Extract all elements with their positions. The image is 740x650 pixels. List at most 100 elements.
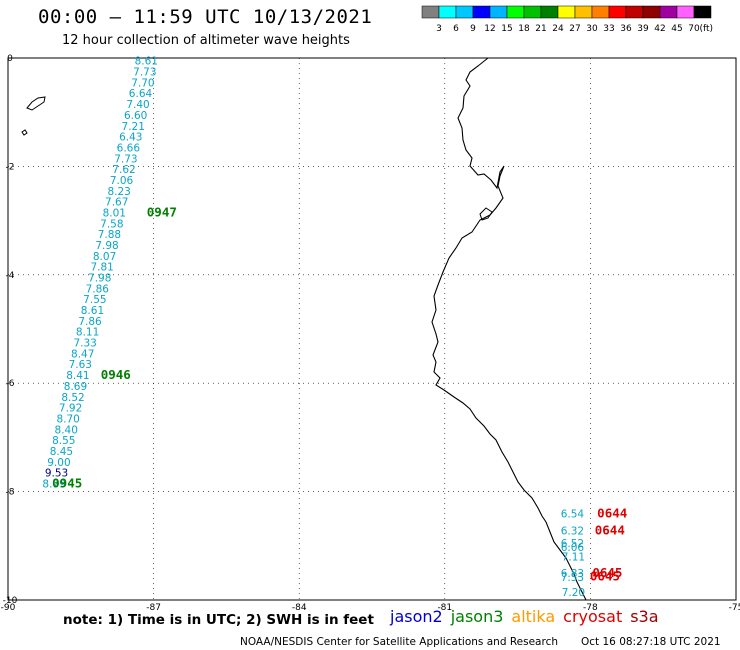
coastline bbox=[431, 57, 587, 601]
wave-height-label: 7.98 bbox=[88, 273, 111, 285]
latitude-tick-label: -6 bbox=[6, 379, 15, 389]
wave-height-label: 7.06 bbox=[110, 175, 134, 187]
wave-height-label: 8.70 bbox=[56, 413, 79, 425]
wave-height-label: 8.41 bbox=[66, 370, 89, 382]
footnote: note: 1) Time is in UTC; 2) SWH is in fe… bbox=[63, 612, 374, 628]
latitude-tick-label: -10 bbox=[3, 596, 18, 606]
wave-height-label: 9.53 bbox=[45, 468, 68, 480]
wave-height-label: 9.00 bbox=[47, 457, 70, 469]
wave-height-label: 8.45 bbox=[50, 446, 73, 458]
colorbar-tick-label: 42 bbox=[654, 24, 665, 34]
wave-height-label: 8.52 bbox=[61, 392, 84, 404]
wave-height-label: 8.47 bbox=[71, 348, 94, 360]
legend-altika: altika bbox=[511, 607, 556, 626]
wave-height-label: 7.11 bbox=[562, 552, 585, 564]
wave-height-label: 6.52 bbox=[561, 538, 584, 550]
page-subtitle: 12 hour collection of altimeter wave hei… bbox=[62, 33, 350, 48]
legend-jason2: jason2 bbox=[390, 607, 443, 626]
altimeter-tracks: 8.617.737.706.647.406.607.216.436.667.73… bbox=[42, 56, 627, 599]
longitude-tick-label: -87 bbox=[146, 603, 161, 613]
wave-height-label: 8.07 bbox=[93, 251, 116, 263]
colorbar-swatch bbox=[693, 5, 712, 19]
wave-height-label: 8.61 bbox=[135, 56, 158, 68]
longitude-tick-label: -75 bbox=[729, 603, 740, 613]
colorbar-tick-label: 12 bbox=[484, 24, 495, 34]
wave-height-label: 7.40 bbox=[126, 99, 149, 111]
wave-height-label: 8.23 bbox=[107, 186, 130, 198]
wave-height-label: 8.69 bbox=[64, 381, 87, 393]
colorbar-tick-label: 70 bbox=[688, 24, 700, 34]
color-scale-legend: 3 6 9 12 15 18 21 24 27 30 33 36 39 42 45 70 (ft) bbox=[421, 5, 713, 34]
credit-line: NOAA/NESDIS Center for Satellite Applica… bbox=[240, 636, 558, 648]
wave-height-label: 7.98 bbox=[95, 240, 118, 252]
page-title: 00:00 – 11:59 UTC 10/13/2021 bbox=[38, 6, 373, 28]
wave-height-label: 7.53 bbox=[561, 572, 584, 584]
axis-labels: -90 -87 -84 -81 -78 -75 0 -2 -4 -6 -8 -10 bbox=[1, 54, 740, 613]
colorbar-tick-label: 24 bbox=[552, 24, 564, 34]
latitude-tick-label: -4 bbox=[6, 271, 15, 281]
legend-s3a: s3a bbox=[630, 607, 659, 626]
wave-height-label: 7.67 bbox=[105, 197, 128, 209]
pass-time-label: 0644 bbox=[595, 523, 625, 538]
wave-height-label: 7.20 bbox=[562, 587, 585, 599]
pass-time-label: 0946 bbox=[101, 367, 131, 382]
pass-time-label: 0947 bbox=[147, 204, 177, 219]
wave-height-label: 6.60 bbox=[124, 110, 147, 122]
longitude-tick-label: -81 bbox=[437, 603, 452, 613]
colorbar-tick-label: 18 bbox=[518, 24, 530, 34]
mission-legend: jason2 jason3 altika cryosat s3a bbox=[390, 607, 667, 626]
gulf-island bbox=[479, 207, 493, 221]
colorbar-tick-label: 36 bbox=[620, 24, 632, 34]
wave-height-label: 7.86 bbox=[86, 283, 110, 295]
colorbar-tick-label: 9 bbox=[470, 24, 476, 34]
wave-height-label: 8.61 bbox=[81, 305, 104, 317]
pass-time-label: 0644 bbox=[597, 505, 627, 520]
wave-height-label: 6.66 bbox=[117, 142, 141, 154]
legend-jason3: jason3 bbox=[450, 607, 504, 626]
wave-height-label: 8.01 bbox=[103, 207, 126, 219]
wave-height-label: 7.86 bbox=[78, 316, 102, 328]
colorbar-tick-label: 3 bbox=[436, 24, 442, 34]
latitude-tick-label: -8 bbox=[6, 488, 15, 498]
colorbar-tick-label: 6 bbox=[453, 24, 459, 34]
legend-cryosat: cryosat bbox=[563, 607, 623, 626]
wave-height-label: 6.64 bbox=[129, 88, 153, 100]
wave-height-label: 6.43 bbox=[119, 132, 142, 144]
colorbar-tick-label: 33 bbox=[603, 24, 614, 34]
wave-height-map: -90-87-84-81-78-750-2-4-6-8-10 8.617.737… bbox=[1, 54, 740, 613]
wave-height-label: 7.63 bbox=[69, 359, 92, 371]
pass-time-label: 0945 bbox=[52, 475, 82, 490]
wave-height-label: 6.06 bbox=[561, 542, 585, 554]
wave-height-label: 6.32 bbox=[561, 526, 584, 538]
wave-height-label: 7.70 bbox=[131, 77, 154, 89]
wave-height-label: 8.11 bbox=[76, 327, 99, 339]
colorbar-tick-label: 39 bbox=[637, 24, 649, 34]
longitude-tick-label: -78 bbox=[583, 603, 598, 613]
generated-timestamp: Oct 16 08:27:18 UTC 2021 bbox=[581, 636, 721, 648]
galapagos-island-large bbox=[26, 96, 46, 111]
colorbar-tick-label: 21 bbox=[535, 24, 546, 34]
map-frame bbox=[7, 57, 737, 601]
pass-time-label: 0645 bbox=[592, 565, 622, 580]
wave-height-label: 7.33 bbox=[73, 338, 96, 350]
wave-height-label: 7.58 bbox=[100, 218, 123, 230]
wave-height-label: 8.55 bbox=[52, 435, 75, 447]
wave-height-label: 7.88 bbox=[98, 229, 121, 241]
latitude-tick-label: -2 bbox=[6, 162, 15, 172]
wave-height-label: 7.55 bbox=[83, 294, 106, 306]
wave-height-label: 6.54 bbox=[561, 508, 585, 520]
wave-height-label: 7.73 bbox=[114, 153, 137, 165]
wave-height-label: 8.40 bbox=[55, 424, 78, 436]
colorbar-unit: (ft) bbox=[699, 24, 713, 34]
latitude-tick-label: 0 bbox=[7, 54, 13, 64]
wave-height-label: 7.81 bbox=[90, 262, 113, 274]
colorbar-tick-label: 30 bbox=[586, 24, 598, 34]
graticule-grid bbox=[8, 58, 736, 600]
longitude-tick-label: -90 bbox=[1, 603, 16, 613]
pass-time-label: 0645 bbox=[590, 569, 620, 584]
galapagos-island-small bbox=[21, 129, 28, 136]
wave-height-label: 8.79 bbox=[42, 478, 65, 490]
wave-height-label: 7.62 bbox=[112, 164, 135, 176]
colorbar-tick-label: 45 bbox=[671, 24, 682, 34]
colorbar-tick-label: 27 bbox=[569, 24, 580, 34]
